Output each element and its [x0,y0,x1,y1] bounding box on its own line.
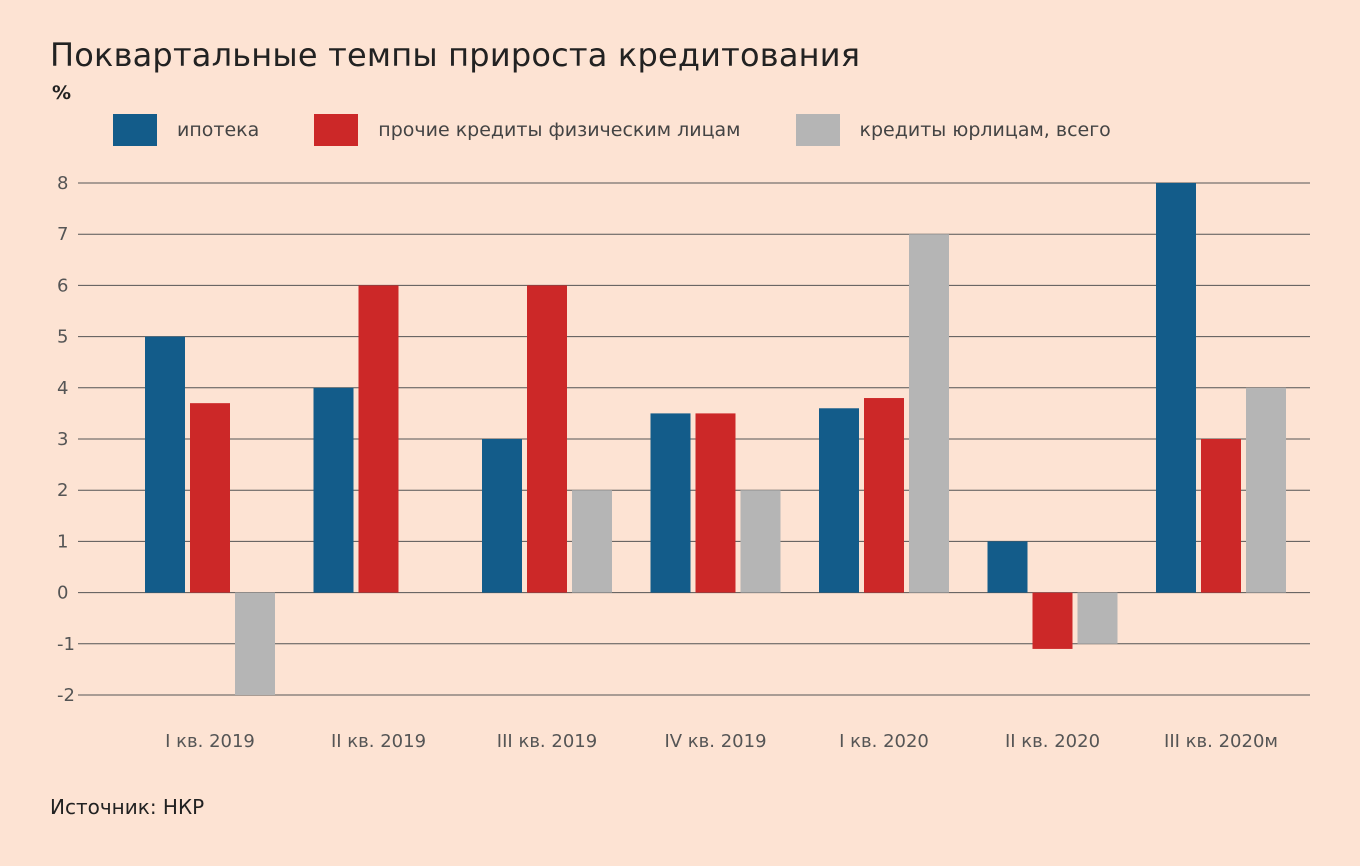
y-tick-label: 7 [57,224,68,245]
bar [527,285,567,593]
bar [1032,592,1073,649]
bar [145,336,185,593]
x-tick-label: I кв. 2020 [839,731,929,752]
bar [819,408,859,593]
bar [235,592,275,695]
x-tick-label: III кв. 2019 [497,731,597,752]
source-note: Источник: НКР [50,795,205,819]
x-tick-label: I кв. 2019 [165,731,255,752]
legend-label-consumer: прочие кредиты физическим лицам [378,119,741,141]
y-unit-label: % [52,82,72,104]
x-tick-label: II кв. 2019 [331,731,426,752]
bar [1246,387,1286,593]
x-tick-label: III кв. 2020м [1164,731,1278,752]
bar [987,541,1028,593]
y-tick-label: 5 [57,327,68,348]
bar [695,413,736,593]
legend-item-mortgage: ипотека [113,114,259,146]
y-tick-label: 2 [57,480,68,501]
bar [740,490,781,593]
legend-swatch-consumer [314,114,359,146]
bar [482,439,522,593]
y-tick-label: -2 [57,685,75,706]
x-tick-label: II кв. 2020 [1005,731,1100,752]
legend-swatch-corporate [795,114,840,146]
bar [864,398,904,593]
y-tick-label: 1 [57,531,68,552]
bar [358,285,399,593]
bar [1156,183,1196,593]
y-tick-label: 4 [57,378,68,399]
bar [1077,592,1118,644]
y-tick-label: 8 [57,173,68,194]
bar [909,234,949,593]
y-tick-label: 0 [57,583,68,604]
y-tick-label: 3 [57,429,68,450]
bar [572,490,612,593]
y-tick-label: -1 [57,634,75,655]
legend: ипотека прочие кредиты физическим лицам … [113,114,1166,146]
bar [1201,439,1241,593]
bar [650,413,691,593]
legend-swatch-mortgage [113,114,157,146]
legend-item-corporate: кредиты юрлицам, всего [795,114,1111,146]
bar [313,387,354,593]
legend-label-mortgage: ипотека [177,119,260,141]
y-tick-label: 6 [57,275,68,296]
chart-title: Поквартальные темпы прироста кредитовани… [50,36,861,74]
x-tick-label: IV кв. 2019 [664,731,766,752]
legend-item-consumer: прочие кредиты физическим лицам [314,114,741,146]
bar [190,403,230,593]
legend-label-corporate: кредиты юрлицам, всего [859,119,1111,141]
